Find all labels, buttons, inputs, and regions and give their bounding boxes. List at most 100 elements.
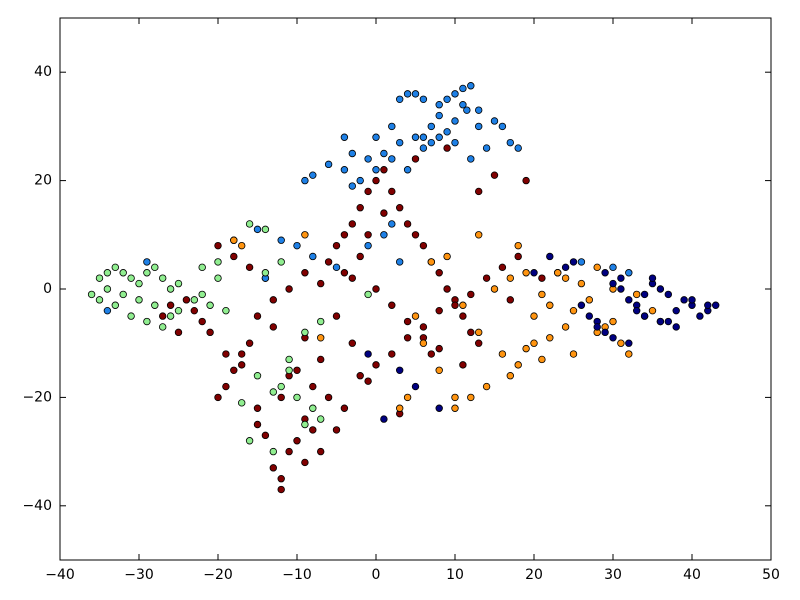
- point: [633, 290, 641, 299]
- point: [609, 334, 617, 342]
- point: [640, 290, 649, 299]
- point: [648, 274, 657, 282]
- point: [190, 306, 198, 315]
- point: [332, 241, 341, 250]
- point: [158, 274, 167, 282]
- point: [396, 95, 404, 103]
- point: [317, 334, 325, 342]
- x-tick-label: −40: [45, 567, 75, 583]
- point: [561, 323, 570, 331]
- point: [237, 241, 246, 250]
- point: [443, 285, 451, 293]
- point: [380, 209, 388, 217]
- point: [396, 138, 404, 147]
- point: [633, 306, 641, 315]
- point: [640, 312, 649, 320]
- point: [403, 317, 412, 326]
- point: [443, 128, 451, 136]
- point: [435, 269, 443, 277]
- point: [119, 290, 127, 299]
- point: [498, 350, 507, 358]
- point: [364, 155, 372, 163]
- point: [340, 231, 349, 239]
- x-tick-label: 40: [683, 567, 701, 583]
- point: [451, 138, 459, 147]
- point: [332, 312, 341, 320]
- x-tick-label: 0: [372, 567, 381, 583]
- point: [103, 306, 112, 315]
- x-tick-label: 10: [446, 567, 464, 583]
- point: [475, 106, 483, 114]
- point: [285, 355, 293, 364]
- point: [561, 263, 570, 272]
- point: [348, 274, 356, 282]
- point: [403, 166, 412, 174]
- point: [403, 393, 412, 402]
- point: [372, 361, 380, 369]
- point: [388, 155, 396, 163]
- point: [451, 117, 459, 125]
- point: [396, 258, 404, 266]
- y-tick-label: −20: [22, 389, 52, 405]
- point: [261, 269, 270, 277]
- point: [198, 263, 206, 272]
- point: [301, 458, 309, 467]
- point: [230, 236, 238, 244]
- point: [332, 426, 341, 434]
- point: [467, 82, 475, 90]
- point: [498, 263, 507, 272]
- point: [143, 317, 151, 326]
- point: [261, 225, 270, 234]
- point: [482, 382, 491, 391]
- x-tick-label: 30: [604, 567, 622, 583]
- point: [301, 176, 309, 185]
- point: [625, 350, 633, 358]
- point: [388, 301, 396, 309]
- point: [317, 415, 325, 423]
- point: [688, 296, 696, 304]
- point: [617, 274, 625, 282]
- point: [538, 290, 546, 299]
- point: [459, 101, 467, 109]
- point: [364, 377, 372, 385]
- point: [498, 122, 507, 131]
- point: [135, 296, 143, 304]
- point: [443, 144, 451, 152]
- point: [569, 350, 578, 358]
- point: [680, 296, 688, 304]
- point: [380, 231, 388, 239]
- point: [411, 231, 420, 239]
- point: [245, 339, 254, 347]
- point: [625, 339, 633, 347]
- point: [87, 290, 96, 299]
- point: [119, 269, 127, 277]
- point: [214, 393, 222, 402]
- point: [111, 263, 119, 272]
- point: [277, 382, 285, 391]
- point: [585, 312, 593, 320]
- point: [427, 138, 435, 147]
- point: [554, 269, 562, 277]
- point: [435, 111, 443, 120]
- point: [253, 312, 262, 320]
- point: [506, 372, 514, 380]
- point: [672, 323, 680, 331]
- point: [356, 203, 364, 212]
- point: [490, 117, 499, 125]
- point: [348, 339, 356, 347]
- point: [490, 171, 499, 179]
- point: [372, 133, 380, 141]
- point: [546, 334, 554, 342]
- point: [522, 344, 530, 353]
- point: [467, 290, 475, 299]
- point: [514, 241, 522, 250]
- point: [482, 144, 491, 152]
- point: [309, 404, 317, 412]
- x-tick-label: −30: [124, 567, 154, 583]
- point: [419, 95, 428, 103]
- point: [237, 350, 246, 358]
- point: [222, 382, 230, 391]
- point: [427, 258, 435, 266]
- point: [411, 133, 420, 141]
